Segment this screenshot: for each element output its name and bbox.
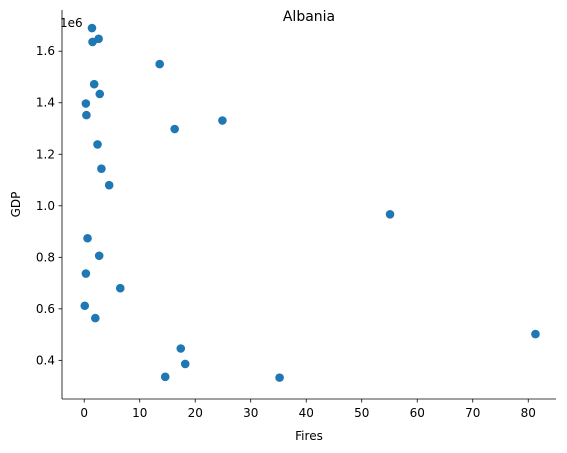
x-axis-ticks: 0 10 20 30 40 50 60 70 80: [80, 399, 536, 420]
data-points: [80, 23, 540, 382]
y-axis-ticks: 0.4 0.6 0.8 1.0 1.2 1.4 1.6: [36, 44, 62, 367]
scatter-point: [94, 251, 104, 261]
scatter-point: [176, 344, 186, 353]
y-offset-label: 1e6: [60, 16, 83, 30]
x-tick-label: 70: [465, 406, 480, 420]
scatter-point: [275, 373, 284, 382]
scatter-point: [87, 23, 97, 33]
scatter-point: [97, 164, 106, 173]
y-tick-label: 1.4: [36, 96, 55, 110]
scatter-point: [82, 110, 91, 120]
scatter-point: [170, 124, 179, 134]
y-tick-label: 1.2: [36, 147, 55, 161]
scatter-point: [95, 89, 105, 99]
scatter-point: [180, 359, 190, 369]
scatter-point: [91, 313, 100, 323]
x-tick-label: 50: [354, 406, 369, 420]
scatter-point: [218, 116, 227, 125]
scatter-point: [93, 140, 102, 149]
x-tick-label: 0: [80, 406, 88, 420]
x-tick-label: 30: [243, 406, 258, 420]
scatter-point: [81, 99, 91, 108]
scatter-point: [89, 79, 99, 89]
x-axis-label: Fires: [295, 429, 323, 443]
scatter-point: [531, 329, 540, 339]
y-tick-label: 0.8: [36, 250, 55, 264]
scatter-point: [88, 37, 97, 47]
y-axis-label: GDP: [9, 192, 23, 218]
scatter-point: [115, 283, 125, 293]
scatter-point: [160, 372, 170, 382]
y-tick-label: 0.4: [36, 353, 55, 367]
x-tick-label: 10: [132, 406, 147, 420]
x-tick-label: 80: [521, 406, 536, 420]
scatter-point: [385, 209, 395, 219]
y-tick-label: 1.0: [36, 199, 55, 213]
scatter-point: [104, 180, 114, 190]
scatter-point: [155, 59, 164, 69]
x-tick-label: 40: [299, 406, 314, 420]
scatter-point: [83, 233, 92, 243]
scatter-point: [80, 301, 90, 311]
scatter-point: [81, 269, 91, 278]
y-tick-label: 0.6: [36, 302, 55, 316]
x-tick-label: 60: [410, 406, 425, 420]
y-tick-label: 1.6: [36, 44, 55, 58]
x-tick-label: 20: [188, 406, 203, 420]
chart-title: Albania: [283, 9, 335, 25]
